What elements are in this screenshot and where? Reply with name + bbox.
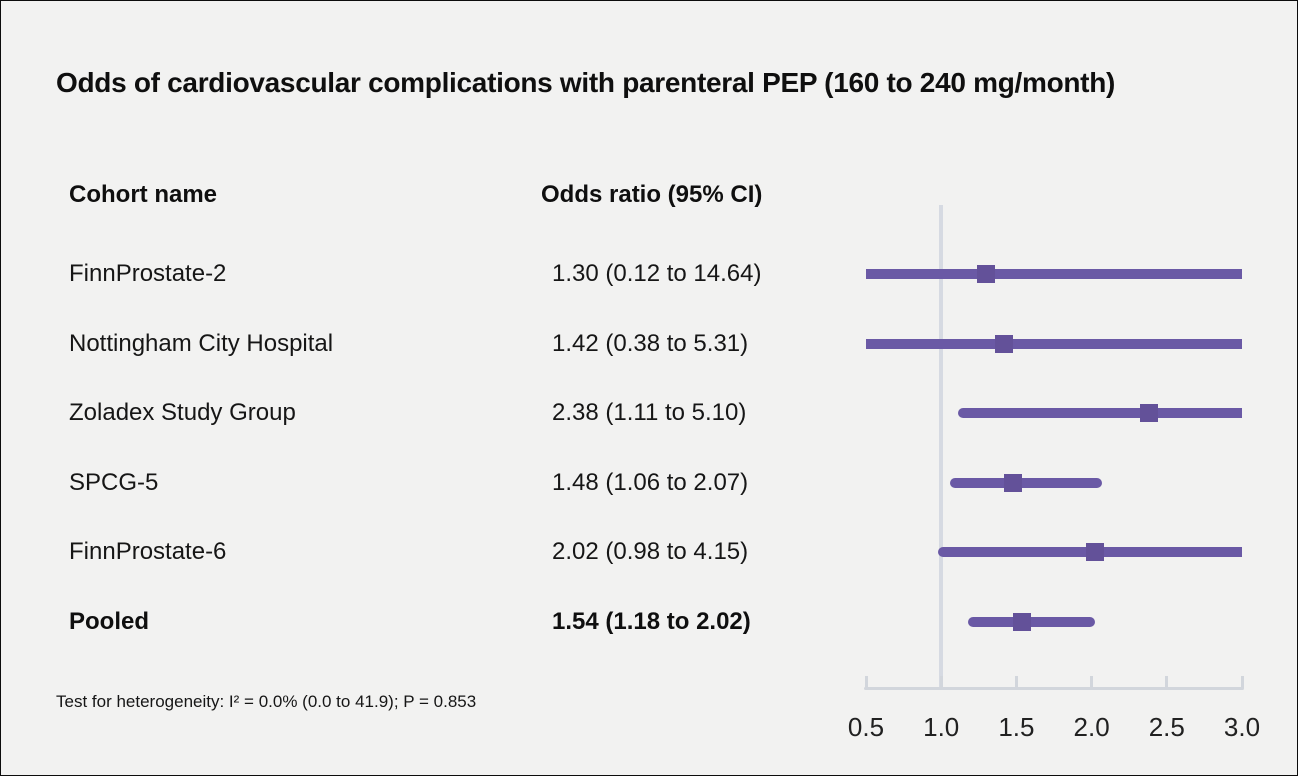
- x-axis-tick: [1090, 676, 1094, 688]
- point-estimate-marker: [1139, 404, 1158, 422]
- odds-ratio-value: 1.48 (1.06 to 2.07): [552, 469, 749, 496]
- confidence-interval-line: [950, 478, 1103, 488]
- column-header-odds-ratio: Odds ratio (95% CI): [541, 181, 763, 208]
- point-estimate-marker: [977, 265, 996, 283]
- odds-ratio-value: 1.54 (1.18 to 2.02): [552, 608, 751, 635]
- odds-ratio-value: 1.30 (0.12 to 14.64): [552, 260, 762, 287]
- cohort-name: Nottingham City Hospital: [69, 330, 334, 357]
- x-axis-line: [864, 687, 1244, 690]
- heterogeneity-footnote: Test for heterogeneity: I² = 0.0% (0.0 t…: [56, 692, 477, 711]
- confidence-interval-line: [866, 339, 1242, 349]
- odds-ratio-value: 1.42 (0.38 to 5.31): [552, 330, 749, 357]
- x-axis-tick-label: 3.0: [1223, 712, 1261, 742]
- x-axis-tick-label: 2.5: [1148, 712, 1185, 742]
- x-axis-tick-label: 1.5: [998, 712, 1035, 742]
- x-axis-tick-label: 0.5: [847, 712, 885, 742]
- x-axis-tick-label: 1.0: [923, 712, 960, 742]
- cohort-name: FinnProstate-6: [69, 538, 227, 565]
- cohort-name: Zoladex Study Group: [69, 399, 296, 426]
- odds-ratio-value: 2.02 (0.98 to 4.15): [552, 538, 749, 565]
- cohort-name: SPCG-5: [69, 469, 159, 496]
- point-estimate-marker: [1013, 613, 1032, 631]
- reference-line: [939, 205, 944, 689]
- point-estimate-marker: [995, 335, 1014, 353]
- x-axis-tick: [1014, 676, 1018, 688]
- x-axis-tick: [1240, 676, 1244, 688]
- cohort-name: Pooled: [69, 608, 150, 635]
- point-estimate-marker: [1085, 543, 1104, 561]
- cohort-name: FinnProstate-2: [69, 260, 227, 287]
- x-axis-tick-label: 2.0: [1073, 712, 1110, 742]
- column-header-cohort: Cohort name: [69, 181, 218, 208]
- x-axis-tick: [939, 676, 943, 688]
- x-axis-tick: [1165, 676, 1169, 688]
- point-estimate-marker: [1004, 474, 1023, 492]
- confidence-interval-line: [957, 408, 1242, 418]
- x-axis-tick: [864, 676, 868, 688]
- chart-title: Odds of cardiovascular complications wit…: [56, 67, 1116, 98]
- odds-ratio-value: 2.38 (1.11 to 5.10): [552, 399, 747, 426]
- confidence-interval-line: [968, 617, 1095, 627]
- confidence-interval-line: [866, 269, 1242, 279]
